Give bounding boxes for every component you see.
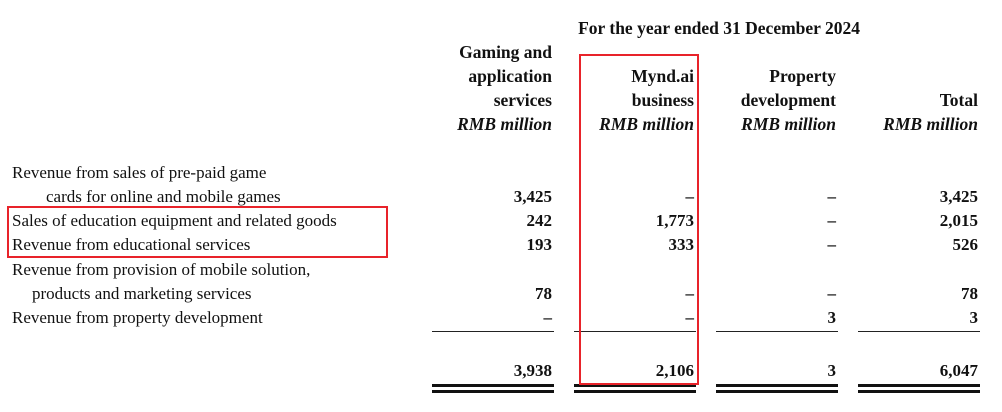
column-header-gaming: Gaming and application services RMB mill… [457,40,552,136]
row-label-mobile-solution-line-1: Revenue from provision of mobile solutio… [12,260,311,279]
column-header-total: Total RMB million [883,88,978,136]
column-header-property-line-1: Property [769,66,836,86]
total-property: 3 [827,361,837,380]
cell-mobile-gaming: 78 [535,284,552,303]
double-rule-myndai-bottom [574,390,696,393]
cell-property-total: 3 [969,308,979,327]
row-label-prepaid-cards-line-1: Revenue from sales of pre-paid game [12,163,267,182]
cell-property-property: 3 [827,308,837,327]
subtotal-rule-gaming [432,331,554,332]
double-rule-gaming-top [432,384,554,387]
cell-mobile-myndai: – [685,284,695,303]
cell-property-gaming: – [543,308,553,327]
column-header-gaming-line-2: application [468,66,552,86]
cell-prepaid-total: 3,425 [939,187,978,206]
highlight-box-myndai-column [579,54,699,385]
highlight-box-education-rows [7,206,388,258]
cell-mobile-property: – [827,284,837,303]
cell-prepaid-myndai: – [685,187,695,206]
column-header-myndai-unit: RMB million [599,114,694,134]
row-label-mobile-solution-line-2: products and marketing services [32,284,252,303]
cell-mobile-total: 78 [961,284,978,303]
cell-eduservices-property: – [827,235,837,254]
column-header-gaming-line-1: Gaming and [459,42,552,62]
cell-equipment-myndai: 1,773 [655,211,694,230]
cell-equipment-total: 2,015 [939,211,978,230]
cell-eduservices-total: 526 [952,235,979,254]
total-total: 6,047 [939,361,978,380]
column-header-gaming-unit: RMB million [457,114,552,134]
row-label-property-development: Revenue from property development [12,308,263,327]
cell-equipment-gaming: 242 [526,211,553,230]
column-header-total-line-1: Total [939,90,978,110]
subtotal-rule-property [716,331,838,332]
row-label-prepaid-cards-line-2: cards for online and mobile games [46,187,281,206]
cell-property-myndai: – [685,308,695,327]
cell-equipment-property: – [827,211,837,230]
double-rule-myndai-top [574,384,696,387]
cell-prepaid-property: – [827,187,837,206]
double-rule-property-bottom [716,390,838,393]
double-rule-total-top [858,384,980,387]
cell-prepaid-gaming: 3,425 [513,187,552,206]
double-rule-property-top [716,384,838,387]
column-header-myndai-line-2: business [631,90,694,110]
column-header-myndai-line-1: Mynd.ai [631,66,694,86]
column-header-property-unit: RMB million [741,114,836,134]
cell-eduservices-gaming: 193 [526,235,553,254]
column-header-total-unit: RMB million [883,114,978,134]
cell-eduservices-myndai: 333 [668,235,695,254]
double-rule-total-bottom [858,390,980,393]
column-header-myndai: Mynd.ai business RMB million [599,64,694,136]
total-myndai: 2,106 [655,361,694,380]
row-label-education-equipment: Sales of education equipment and related… [12,211,337,230]
table-title: For the year ended 31 December 2024 [578,18,860,38]
subtotal-rule-myndai [574,331,696,332]
total-gaming: 3,938 [513,361,552,380]
row-label-educational-services: Revenue from educational services [12,235,251,254]
column-header-gaming-line-3: services [493,90,552,110]
double-rule-gaming-bottom [432,390,554,393]
column-header-property-line-2: development [740,90,836,110]
subtotal-rule-total [858,331,980,332]
column-header-property: Property development RMB million [741,64,836,136]
